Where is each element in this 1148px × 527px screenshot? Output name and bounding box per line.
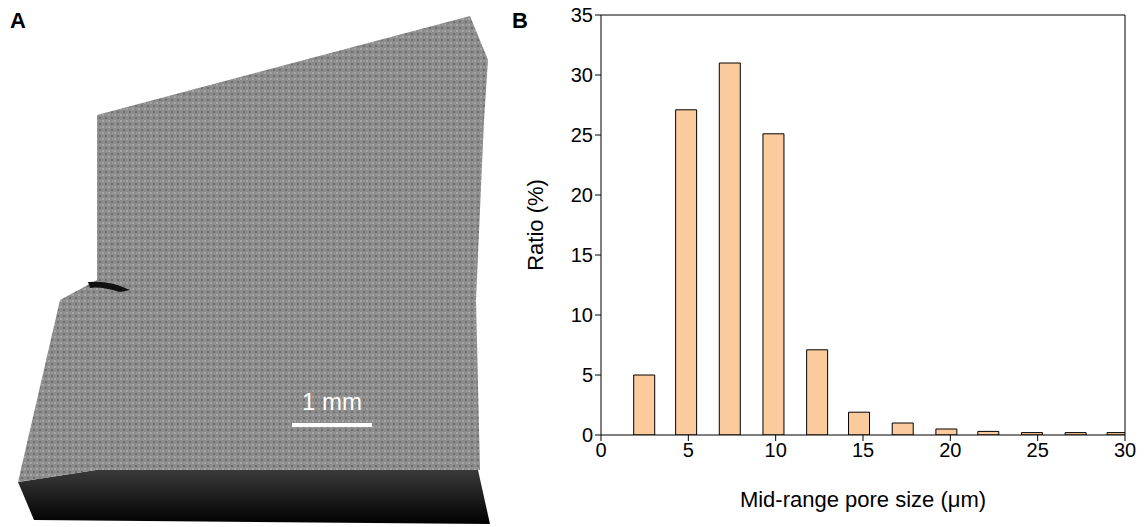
svg-text:30: 30 [571,64,593,86]
svg-text:Ratio (%): Ratio (%) [523,179,548,271]
svg-text:15: 15 [852,439,874,461]
svg-text:30: 30 [1114,439,1136,461]
svg-text:15: 15 [571,244,593,266]
svg-text:1 mm: 1 mm [302,388,362,415]
svg-text:0: 0 [582,424,593,446]
svg-text:10: 10 [571,304,593,326]
svg-text:20: 20 [939,439,961,461]
svg-text:Mid-range pore size (μm): Mid-range pore size (μm) [740,487,986,512]
svg-text:35: 35 [571,4,593,26]
svg-text:5: 5 [582,364,593,386]
svg-text:5: 5 [683,439,694,461]
svg-text:0: 0 [595,439,606,461]
svg-text:A: A [10,8,26,33]
svg-text:25: 25 [571,124,593,146]
svg-text:B: B [512,8,528,33]
svg-text:25: 25 [1027,439,1049,461]
svg-text:10: 10 [765,439,787,461]
svg-text:20: 20 [571,184,593,206]
